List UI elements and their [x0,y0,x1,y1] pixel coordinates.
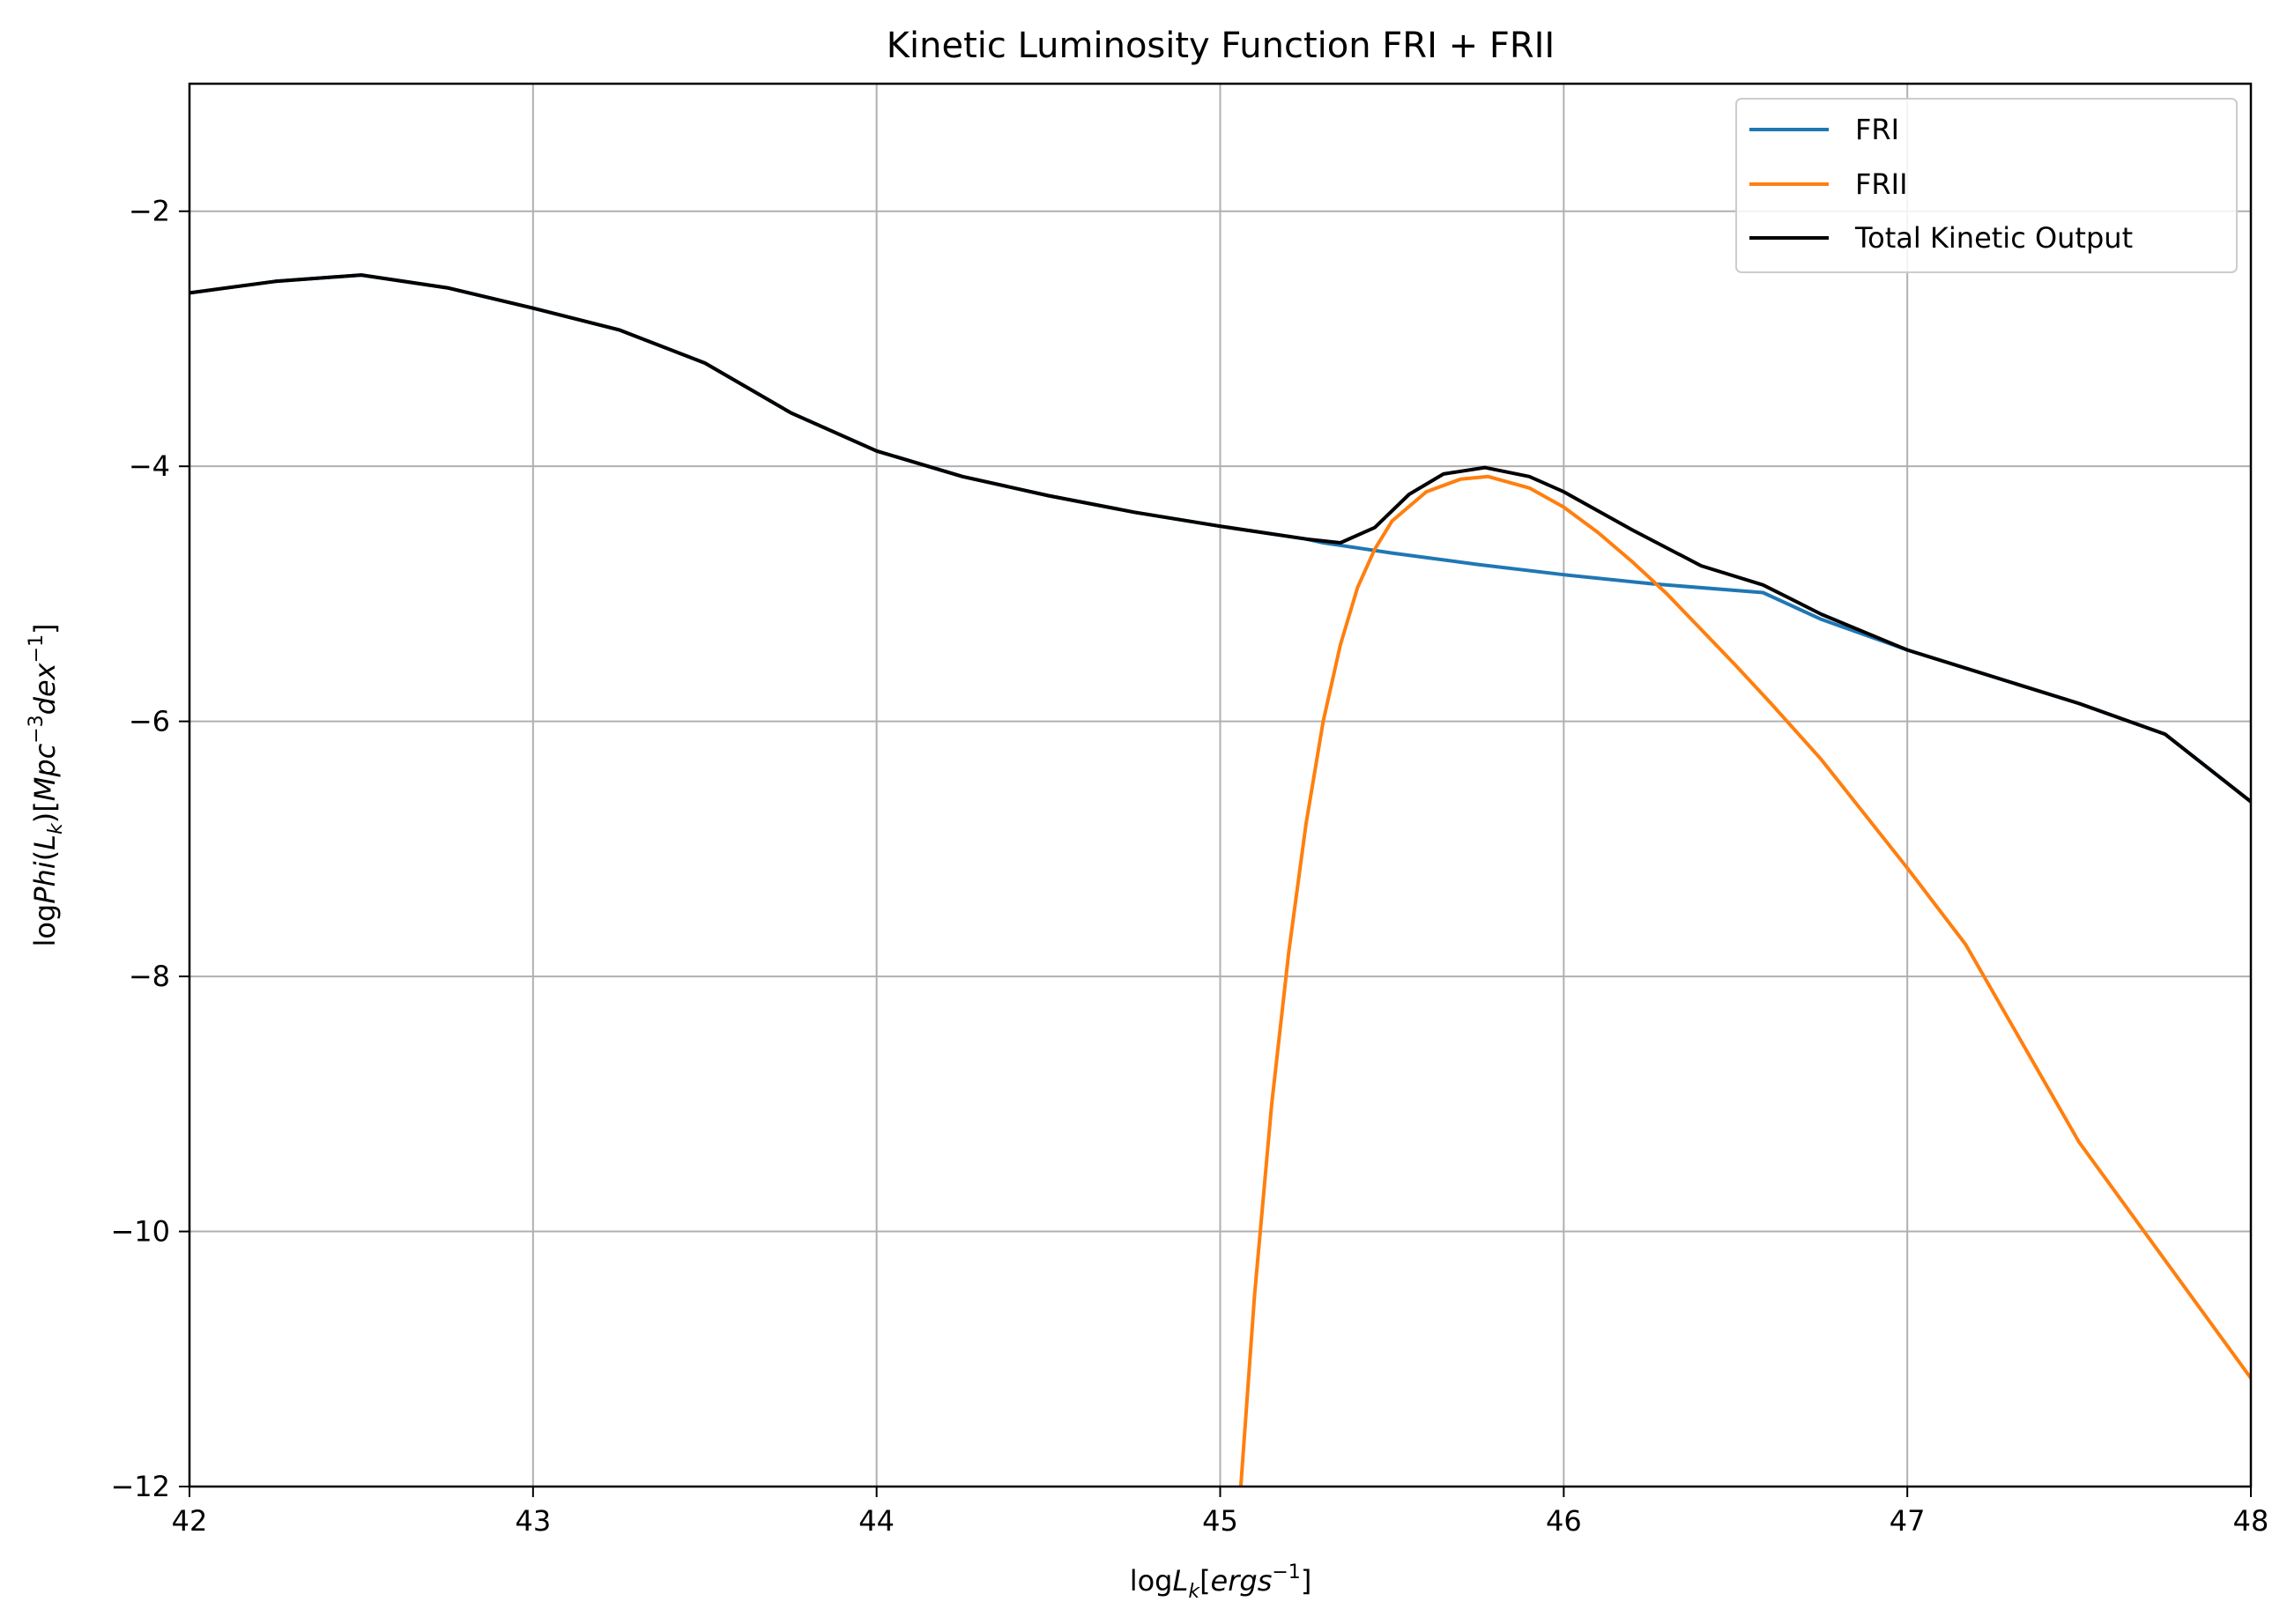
y-axis: −2 −4 −6 −8 −10 −12 [110,195,189,1503]
chart-title: Kinetic Luminosity Function FRI + FRII [887,26,1555,66]
grid [189,84,2251,1487]
legend-label-frii: FRII [1855,167,1908,201]
x-tick-label: 47 [1890,1504,1926,1538]
y-tick-label: −2 [129,195,170,228]
y-tick-label: −8 [129,960,170,993]
x-tick-label: 44 [858,1504,895,1538]
y-axis-label: logPhi(Lk)[Mpc−3dex−1] [26,623,67,946]
legend-label-total: Total Kinetic Output [1854,221,2133,255]
series-layer [189,273,2251,1487]
x-axis: 42 43 44 45 46 47 48 [172,1487,2269,1538]
x-tick-label: 43 [515,1504,551,1538]
x-tick-label: 45 [1202,1504,1238,1538]
legend: FRI FRII Total Kinetic Output [1735,98,2238,273]
plot-area [189,273,2251,1487]
legend-label-fri: FRI [1855,113,1899,146]
x-tick-label: 46 [1546,1504,1582,1538]
y-tick-label: −10 [110,1215,170,1249]
x-tick-label: 48 [2233,1504,2269,1538]
series-line-total [189,273,2251,804]
y-tick-label: −4 [129,449,170,483]
y-tick-label: −6 [129,705,170,738]
series-line-frii [1238,474,2251,1487]
y-tick-label: −12 [110,1470,170,1503]
legend-box [1735,98,2238,273]
x-tick-label: 42 [172,1504,208,1538]
